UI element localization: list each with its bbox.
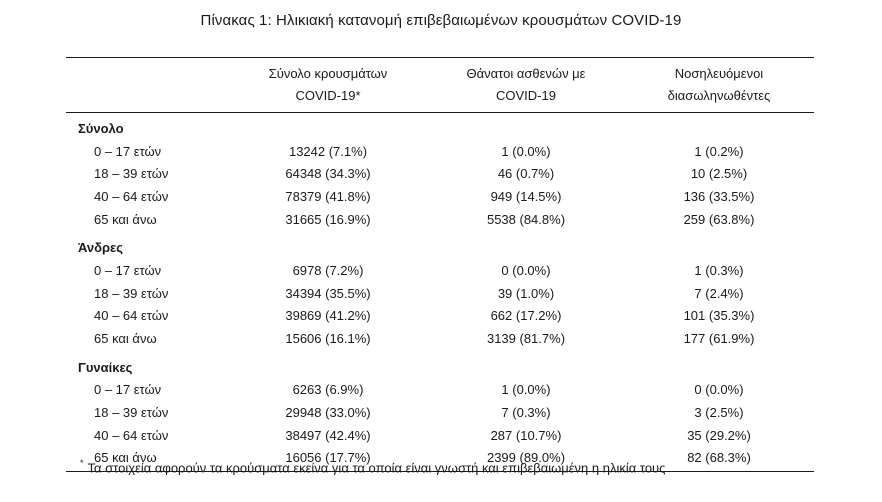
total-cases-cell: 29948 (33.0%) [285, 405, 371, 421]
age-group-cell: 65 και άνω [66, 446, 228, 473]
table-body: Σύνολο 0 – 17 ετών 13242 (7.1%) 1 (0.0%) 1 (… [66, 113, 814, 473]
deaths-cell: 7 (0.3%) [501, 405, 551, 421]
total-cases-cell: 15606 (16.1%) [285, 331, 371, 347]
age-group-cell: 40 – 64 ετών [94, 188, 169, 204]
intubated-cell: 35 (29.2%) [687, 427, 751, 443]
table-row: 0 – 17 ετών 13242 (7.1%) 1 (0.0%) 1 (0.2%) [66, 140, 814, 163]
intubated-cell: 3 (2.5%) [694, 405, 744, 421]
header-deaths-line1: Θάνατοι ασθενών με [466, 66, 586, 81]
table-row: 65 και άνω 31665 (16.9%) 5538 (84.8%) 259 (… [66, 208, 814, 231]
total-cases-cell: 64348 (34.3%) [285, 166, 371, 182]
header-intubated-line2: διασωληνωθέντες [667, 88, 771, 103]
intubated-cell: 259 (63.8%) [683, 211, 755, 227]
footnote-marker: * [80, 458, 84, 468]
deaths-cell: 1 (0.0%) [501, 143, 551, 159]
age-distribution-table-container: Σύνολο κρουσμάτων COVID-19* Θάνατοι ασθε… [66, 57, 814, 473]
intubated-cell: 10 (2.5%) [690, 166, 748, 182]
header-rule-row [66, 112, 814, 113]
total-cases-cell: 16056 (17.7%) [228, 446, 428, 473]
group-heading: Άνδρες [78, 240, 123, 256]
total-cases-cell: 34394 (35.5%) [285, 285, 371, 301]
table-row: 18 – 39 ετών 34394 (35.5%) 39 (1.0%) 7 (2.4… [66, 282, 814, 305]
table-row: 0 – 17 ετών 6263 (6.9%) 1 (0.0%) 0 (0.0%) [66, 379, 814, 402]
intubated-cell: 101 (35.3%) [683, 308, 755, 324]
intubated-cell: 7 (2.4%) [694, 285, 744, 301]
table-row: 40 – 64 ετών 78379 (41.8%) 949 (14.5%) 136 … [66, 185, 814, 208]
total-cases-cell: 39869 (41.2%) [285, 308, 371, 324]
deaths-cell: 949 (14.5%) [490, 188, 562, 204]
table-row: 0 – 17 ετών 6978 (7.2%) 0 (0.0%) 1 (0.3%) [66, 259, 814, 282]
age-group-cell: 18 – 39 ετών [94, 405, 169, 421]
total-cases-cell: 13242 (7.1%) [288, 143, 368, 159]
header-total-cases: Σύνολο κρουσμάτων COVID-19* [228, 57, 428, 113]
intubated-cell: 177 (61.9%) [683, 331, 755, 347]
intubated-cell: 1 (0.3%) [694, 262, 744, 278]
header-total-cases-line2: COVID-19* [295, 88, 361, 103]
age-group-cell: 0 – 17 ετών [94, 262, 162, 278]
deaths-cell: 39 (1.0%) [497, 285, 555, 301]
deaths-cell: 0 (0.0%) [501, 262, 551, 278]
deaths-cell: 287 (10.7%) [490, 427, 562, 443]
header-blank-cell [66, 57, 228, 113]
intubated-cell: 82 (68.3%) [624, 446, 814, 473]
group-heading: Γυναίκες [78, 359, 133, 375]
header-deaths: Θάνατοι ασθενών με COVID-19 [428, 57, 624, 113]
deaths-cell: 5538 (84.8%) [486, 211, 566, 227]
table-row: 40 – 64 ετών 38497 (42.4%) 287 (10.7%) 35 (… [66, 424, 814, 447]
age-distribution-table: Σύνολο κρουσμάτων COVID-19* Θάνατοι ασθε… [66, 57, 814, 473]
header-row: Σύνολο κρουσμάτων COVID-19* Θάνατοι ασθε… [66, 57, 814, 113]
header-intubated-line1: Νοσηλευόμενοι [674, 66, 764, 81]
total-cases-cell: 78379 (41.8%) [285, 188, 371, 204]
table-title: Πίνακας 1: Ηλικιακή κατανομή επιβεβαιωμέ… [200, 12, 682, 29]
total-cases-cell: 31665 (16.9%) [285, 211, 371, 227]
table-header: Σύνολο κρουσμάτων COVID-19* Θάνατοι ασθε… [66, 57, 814, 113]
footnote: * Τα στοιχεία αφορούν τα κρούσματα εκείνα… [80, 458, 666, 476]
deaths-cell: 662 (17.2%) [490, 308, 562, 324]
intubated-cell: 0 (0.0%) [694, 382, 744, 398]
age-group-cell: 65 και άνω [94, 331, 157, 347]
header-intubated: Νοσηλευόμενοι διασωληνωθέντες [624, 57, 814, 113]
age-group-cell: 18 – 39 ετών [94, 285, 169, 301]
table-row: 40 – 64 ετών 39869 (41.2%) 662 (17.2%) 101 … [66, 305, 814, 328]
intubated-cell: 136 (33.5%) [683, 188, 755, 204]
total-cases-cell: 6978 (7.2%) [292, 262, 364, 278]
age-group-cell: 40 – 64 ετών [94, 427, 169, 443]
deaths-cell: 46 (0.7%) [497, 166, 555, 182]
age-group-cell: 0 – 17 ετών [94, 382, 162, 398]
header-deaths-line2: COVID-19 [496, 88, 556, 103]
group-row-women: Γυναίκες [66, 350, 814, 379]
table-row: 18 – 39 ετών 29948 (33.0%) 7 (0.3%) 3 (2.5%… [66, 401, 814, 424]
age-group-cell: 40 – 64 ετών [94, 308, 169, 324]
table-row: 18 – 39 ετών 64348 (34.3%) 46 (0.7%) 10 (2.… [66, 162, 814, 185]
group-heading: Σύνολο [78, 120, 124, 136]
intubated-cell: 1 (0.2%) [694, 143, 744, 159]
header-divider [66, 112, 814, 113]
deaths-cell: 3139 (81.7%) [486, 331, 566, 347]
header-total-cases-line1: Σύνολο κρουσμάτων [268, 66, 388, 81]
age-group-cell: 18 – 39 ετών [94, 166, 169, 182]
group-row-total: Σύνολο [66, 113, 814, 140]
total-cases-cell: 6263 (6.9%) [292, 382, 364, 398]
deaths-cell: 2399 (89.0%) [428, 446, 624, 473]
total-cases-cell: 38497 (42.4%) [285, 427, 371, 443]
age-group-cell: 0 – 17 ετών [94, 143, 162, 159]
age-group-cell: 65 και άνω [94, 211, 157, 227]
footnote-text: Τα στοιχεία αφορούν τα κρούσματα εκείνα … [87, 460, 666, 476]
table-row: 65 και άνω 16056 (17.7%) 2399 (89.0%) 82 (6… [66, 446, 814, 473]
group-row-men: Άνδρες [66, 230, 814, 259]
table-row: 65 και άνω 15606 (16.1%) 3139 (81.7%) 177 (… [66, 327, 814, 350]
deaths-cell: 1 (0.0%) [501, 382, 551, 398]
